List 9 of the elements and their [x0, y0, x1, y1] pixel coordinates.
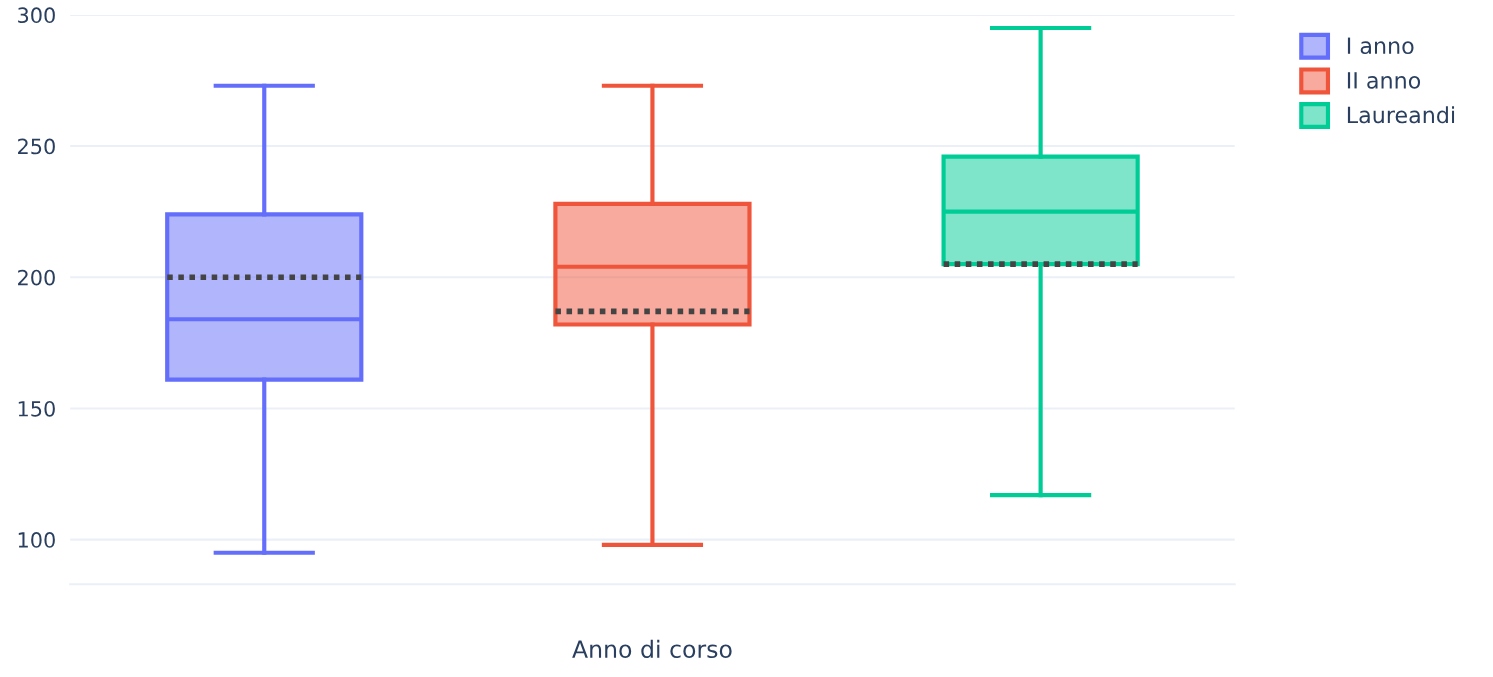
y-tick-label: 200 [18, 269, 55, 286]
x-axis-title: Anno di corso [572, 639, 732, 659]
legend-label: Laureandi [1347, 106, 1455, 124]
legend-label: I anno [1347, 37, 1414, 55]
y-tick-label: 250 [18, 138, 55, 155]
y-tick-label: 300 [18, 7, 55, 24]
y-tick-label: 100 [18, 532, 55, 548]
y-tick-label: 150 [18, 400, 55, 417]
legend-label: II anno [1347, 72, 1421, 89]
